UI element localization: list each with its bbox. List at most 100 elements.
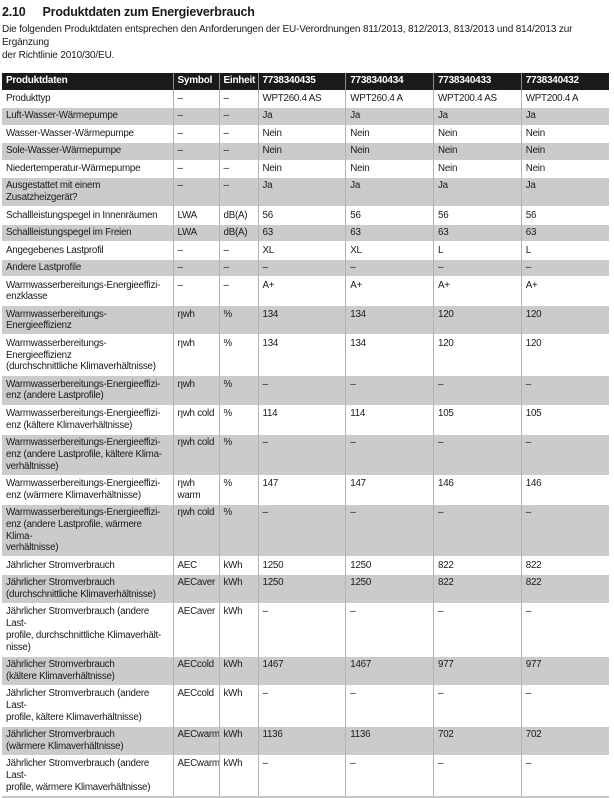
table-row: Jährlicher Stromverbrauch (andere Last- … [2, 685, 609, 727]
value-cell: 120 [433, 334, 522, 376]
value-cell: Nein [345, 160, 434, 178]
value-cell: 1136 [257, 726, 346, 756]
table-row: Sole-Wasser-Wärmepumpe – – Nein Nein Nein Nein [2, 142, 609, 160]
unit-cell: % [218, 305, 258, 335]
value-cell: Nein [257, 142, 346, 160]
table-row: Warmwasserbereitungs-Energieeffizi- enz … [2, 434, 609, 476]
value-cell: Nein [520, 125, 609, 143]
table-row: Jährlicher Stromverbrauch (andere Last- … [2, 755, 609, 797]
value-cell: 1467 [345, 656, 434, 686]
table-row: Wasser-Wasser-Wärmepumpe – – Nein Nein Nein Ne… [2, 125, 609, 143]
row-label: Schallleistungspegel im Freien [2, 224, 173, 242]
unit-cell: % [218, 504, 258, 557]
value-cell: – [257, 603, 346, 657]
value-cell: – [520, 375, 609, 406]
table-row: Warmwasserbereitungs-Energieeffizi- enz … [2, 375, 609, 406]
row-label: Schallleistungspegel in Innenräumen [6, 209, 158, 221]
value-cell: 146 [433, 475, 522, 505]
value-cell: XL [345, 241, 434, 260]
symbol-cell: ηwh [172, 375, 219, 406]
row-label: Niedertemperatur-Wärmepumpe [6, 162, 141, 174]
value-cell: 134 [345, 305, 434, 335]
value-cell: 134 [345, 334, 434, 376]
value-cell: 63 [345, 224, 434, 242]
value-cell: – [257, 434, 346, 476]
table-row: Warmwasserbereitungs-Energieeffizienz ηwh… [2, 305, 609, 335]
value-cell: – [345, 434, 434, 476]
value-cell: 120 [433, 305, 522, 335]
symbol-cell: – [172, 107, 219, 126]
value-cell: – [520, 259, 609, 277]
value-cell: 822 [520, 556, 609, 575]
unit-cell: – [218, 259, 258, 277]
symbol-cell: – [172, 276, 219, 306]
table-row: Warmwasserbereitungs-Energieeffizi- enz … [2, 475, 609, 505]
symbol-cell: AECcold [172, 685, 219, 727]
column-header: Einheit [218, 72, 258, 91]
symbol-cell: – [172, 241, 219, 260]
value-cell: Ja [345, 177, 434, 207]
row-label: Jährlicher Stromverbrauch (andere Last- … [6, 758, 151, 793]
value-cell: Nein [257, 125, 346, 143]
row-label: Jährlicher Stromverbrauch (durchschnittl… [2, 574, 173, 604]
unit-cell: kWh [218, 685, 258, 727]
value-cell: 56 [520, 206, 609, 225]
value-cell: Nein [345, 125, 434, 143]
column-header: 7738340435 [257, 72, 346, 91]
column-header: Symbol [172, 72, 219, 91]
table-row: Schallleistungspegel in Innenräumen LWA dB… [2, 206, 609, 225]
symbol-cell: AEC [172, 556, 219, 575]
unit-cell: – [218, 142, 258, 160]
unit-cell: % [218, 475, 258, 505]
value-cell: XL [257, 241, 346, 260]
value-cell: WPT200.4 AS [433, 90, 522, 108]
symbol-cell: AECaver [172, 603, 219, 657]
value-cell: – [520, 603, 609, 657]
column-header: 7738340434 [345, 72, 434, 91]
symbol-cell: LWA [172, 224, 219, 242]
value-cell: A+ [520, 276, 609, 306]
table-head: Produktdaten Symbol Einheit 7738340435 77383… [2, 72, 609, 91]
unit-cell: – [218, 276, 258, 306]
value-cell: 822 [433, 556, 522, 575]
value-cell: 977 [433, 656, 522, 686]
column-header: 7738340433 [433, 72, 522, 91]
row-label: Warmwasserbereitungs-Energieeffizi- enz … [2, 375, 173, 406]
unit-cell: – [218, 177, 258, 207]
unit-cell: kWh [218, 656, 258, 686]
table-row: Angegebenes Lastprofil – – XL XL L L [2, 241, 609, 260]
value-cell: – [257, 755, 346, 797]
value-cell: 114 [345, 405, 434, 435]
value-cell: 105 [433, 405, 522, 435]
value-cell: Ja [257, 107, 346, 126]
value-cell: – [433, 375, 522, 406]
value-cell: Nein [433, 142, 522, 160]
row-label: Warmwasserbereitungs-Energieeffizienz (d… [6, 337, 156, 373]
symbol-cell: ηwh warm [172, 475, 219, 505]
value-cell: Ja [520, 107, 609, 126]
value-cell: – [433, 685, 522, 727]
row-label: Jährlicher Stromverbrauch [6, 559, 115, 571]
row-label: Warmwasserbereitungs-Energieeffizi- enz … [2, 434, 173, 476]
row-label: Jährlicher Stromverbrauch (wärmere Klima… [2, 726, 173, 756]
table-row: Jährlicher Stromverbrauch (kältere Klima… [2, 656, 609, 686]
value-cell: 147 [257, 475, 346, 505]
unit-cell: kWh [218, 755, 258, 797]
value-cell: WPT260.4 AS [257, 90, 346, 108]
section-title: Produktdaten zum Energieverbrauch [42, 5, 255, 19]
table-row: Jährlicher Stromverbrauch (durchschnittl… [2, 574, 609, 604]
value-cell: A+ [433, 276, 522, 306]
unit-cell: kWh [218, 726, 258, 756]
value-cell: 56 [345, 206, 434, 225]
value-cell: – [345, 375, 434, 406]
symbol-cell: AECwarm [172, 755, 219, 797]
table-row: Ausgestattet mit einem Zusatzheizgerät? –… [2, 177, 609, 207]
table-row: Andere Lastprofile – – – – – – [2, 259, 609, 277]
value-cell: – [345, 504, 434, 557]
symbol-cell: ηwh cold [172, 504, 219, 557]
row-label: Angegebenes Lastprofil [6, 244, 104, 256]
value-cell: 977 [520, 656, 609, 686]
unit-cell: kWh [218, 556, 258, 575]
row-label: Produkttyp [6, 92, 51, 104]
